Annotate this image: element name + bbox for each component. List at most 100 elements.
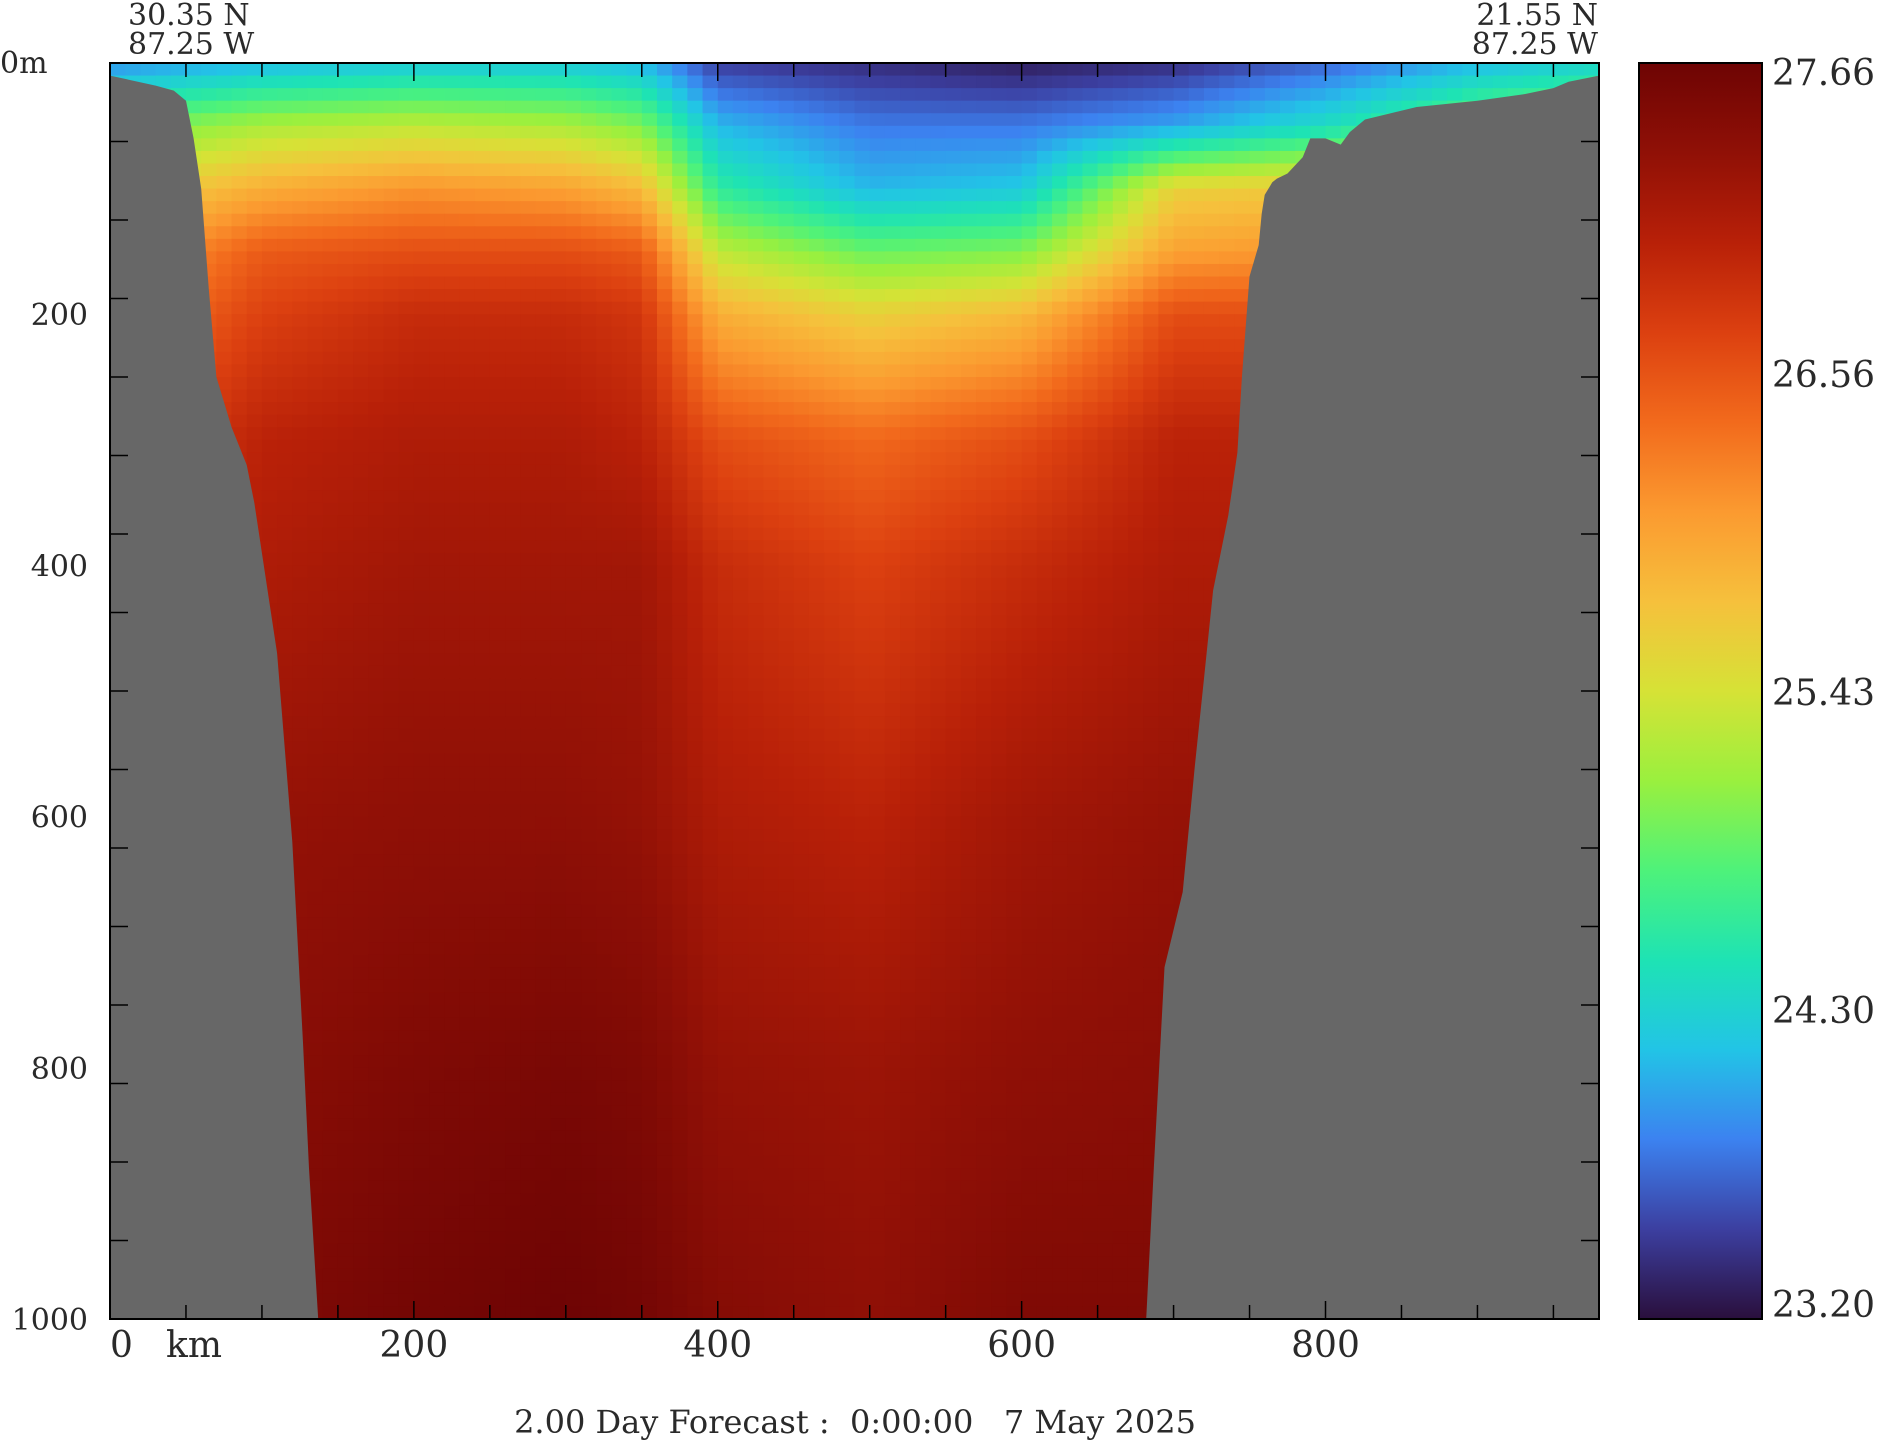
field-cell [748, 339, 764, 353]
field-cell [1097, 100, 1114, 114]
field-cell [474, 402, 491, 416]
field-cell [1097, 389, 1114, 403]
field-cell [960, 464, 977, 479]
field-cell [808, 678, 825, 692]
field-cell [1006, 63, 1023, 77]
field-cell [960, 691, 977, 705]
field-cell [307, 515, 324, 529]
field-cell [459, 377, 476, 391]
field-cell [900, 100, 916, 114]
field-cell [535, 113, 552, 127]
field-cell [292, 691, 309, 705]
field-cell [717, 201, 734, 215]
field-cell [884, 63, 901, 77]
field-cell [1067, 577, 1083, 592]
field-cell [1143, 314, 1159, 328]
field-cell [672, 263, 688, 278]
field-cell [854, 226, 871, 240]
field-cell [1082, 464, 1099, 479]
field-cell [1021, 251, 1038, 265]
field-cell [991, 691, 1008, 705]
field-cell [763, 301, 780, 315]
field-cell [672, 402, 688, 416]
field-cell [1173, 640, 1190, 654]
field-cell [337, 628, 354, 642]
field-cell [626, 100, 643, 114]
field-cell [808, 452, 825, 466]
field-cell [1143, 402, 1159, 416]
field-cell [808, 402, 825, 416]
field-cell [687, 590, 704, 604]
field-cell [778, 477, 795, 491]
field-cell [1006, 138, 1023, 152]
field-cell [368, 314, 385, 328]
field-cell [550, 314, 567, 328]
field-cell [1264, 88, 1281, 102]
field-cell [337, 502, 354, 516]
field-cell [976, 615, 992, 629]
field-cell [1188, 691, 1205, 705]
field-cell [1067, 263, 1083, 278]
field-cell [748, 452, 764, 466]
field-cell [444, 540, 461, 554]
field-cell [808, 201, 825, 215]
field-cell [960, 301, 977, 315]
field-cell [1219, 326, 1235, 340]
field-cell [1127, 301, 1144, 315]
field-cell [231, 138, 248, 152]
field-cell [793, 213, 810, 227]
field-cell [383, 100, 400, 114]
field-cell [429, 364, 445, 378]
field-cell [398, 75, 415, 89]
field-cell [307, 88, 324, 102]
field-cell [839, 527, 856, 541]
field-cell [626, 113, 643, 127]
field-cell [778, 238, 795, 252]
field-cell [930, 301, 947, 315]
field-cell [459, 263, 476, 278]
field-cell [839, 515, 856, 529]
field-cell [368, 402, 385, 416]
field-cell [1006, 439, 1023, 453]
field-cell [656, 389, 673, 403]
field-cell [641, 163, 658, 177]
field-cell [292, 527, 309, 541]
field-cell [1127, 464, 1144, 479]
field-cell [1067, 63, 1083, 77]
field-cell [550, 477, 567, 491]
field-cell [1249, 63, 1266, 77]
field-cell [596, 439, 612, 453]
field-cell [459, 477, 476, 491]
field-cell [915, 88, 932, 102]
field-cell [383, 678, 400, 692]
field-cell [337, 276, 354, 290]
field-cell [869, 163, 886, 177]
field-cell [732, 678, 749, 692]
field-cell [292, 540, 309, 554]
field-cell [1112, 238, 1129, 252]
field-cell [368, 63, 385, 77]
field-cell [1052, 301, 1068, 315]
field-cell [520, 628, 537, 642]
field-cell [489, 515, 506, 529]
field-cell [353, 226, 369, 240]
field-cell [277, 251, 293, 265]
field-cell [596, 326, 612, 340]
field-cell [824, 176, 840, 190]
field-cell [884, 389, 901, 403]
field-cell [459, 163, 476, 177]
field-cell [1143, 427, 1159, 441]
field-cell [383, 653, 400, 667]
field-cell [368, 540, 385, 554]
field-cell [1188, 577, 1205, 592]
field-cell [246, 427, 263, 441]
field-cell [991, 490, 1008, 504]
field-cell [1021, 640, 1038, 654]
field-cell [1127, 150, 1144, 165]
field-cell [1279, 113, 1296, 127]
field-cell [793, 351, 810, 366]
field-cell [337, 314, 354, 328]
field-cell [824, 238, 840, 252]
field-cell [611, 75, 628, 89]
field-cell [1583, 63, 1599, 77]
